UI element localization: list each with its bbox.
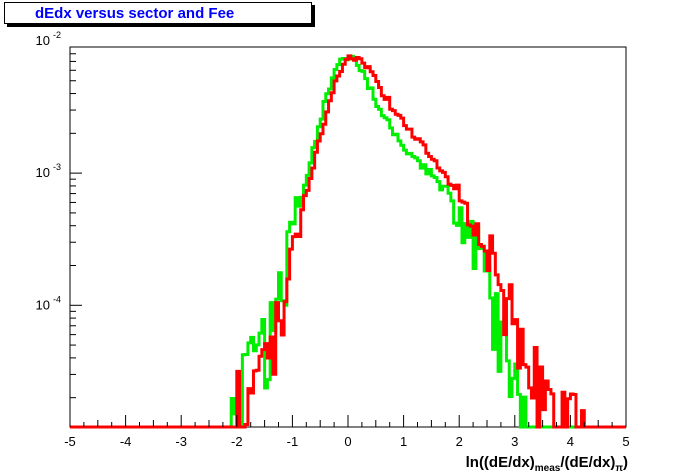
x-tick-label: 2 <box>456 434 463 449</box>
y-tick-label: 10 -4 <box>36 294 61 312</box>
y-tick-label: 10 -3 <box>36 162 61 180</box>
y-tick-label: 10 -2 <box>36 30 61 48</box>
x-tick-label: -1 <box>287 434 299 449</box>
x-tick-label: -2 <box>231 434 243 449</box>
chart-title-box: dEdx versus sector and Fee <box>4 2 312 24</box>
x-axis: -5 -4 -3 -2 -1 0 1 2 3 4 5 <box>64 415 630 449</box>
histogram-series-2 <box>70 54 626 429</box>
chart-title: dEdx versus sector and Fee <box>35 5 235 22</box>
x-tick-label: 1 <box>400 434 407 449</box>
x-tick-label: -5 <box>64 434 76 449</box>
x-tick-label: 4 <box>567 434 574 449</box>
y-axis: 10-2 10-3 10-4 <box>36 30 82 399</box>
x-tick-label: -3 <box>175 434 187 449</box>
x-tick-label: 3 <box>511 434 518 449</box>
series-layer <box>70 54 626 429</box>
x-axis-title: ln((dE/dx)meas/(dE/dx)π) <box>466 454 628 474</box>
x-tick-label: 5 <box>622 434 629 449</box>
x-tick-label: -4 <box>120 434 132 449</box>
x-tick-label: 0 <box>344 434 351 449</box>
